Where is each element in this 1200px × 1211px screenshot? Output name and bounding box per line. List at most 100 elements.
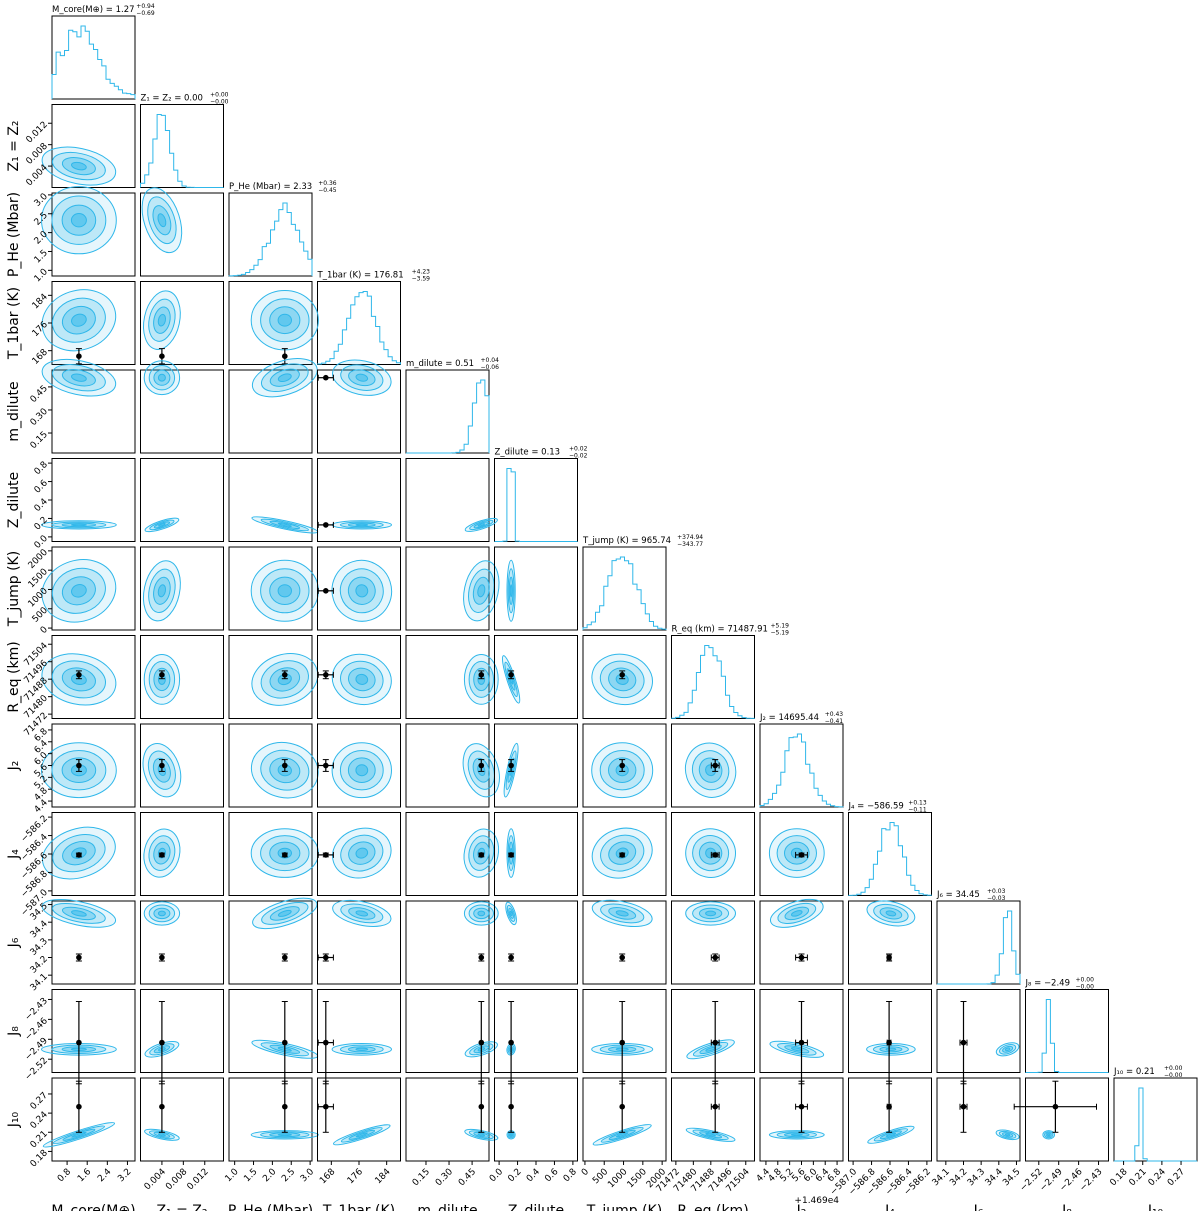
- panel-frame: [317, 989, 401, 1073]
- panel-frame: [494, 546, 578, 631]
- panel-frame: [140, 989, 224, 1073]
- panel-frame: [228, 900, 313, 985]
- contour-level: [790, 1047, 803, 1052]
- panel-frame: [317, 546, 401, 631]
- panel-J2-J8: [759, 989, 844, 1085]
- contour-level: [251, 358, 318, 398]
- contour-level: [269, 520, 301, 529]
- x-axis-label-Zdilute: Z_dilute: [508, 1203, 564, 1211]
- contour-level: [784, 1045, 810, 1054]
- title-err-plus-J4: +0.13: [908, 800, 927, 807]
- observation-point: [712, 762, 718, 769]
- panel-frame: [405, 900, 490, 985]
- title-err-plus-J10: +0.00: [1164, 1065, 1183, 1072]
- contour-level: [269, 576, 301, 605]
- contour-level: [505, 901, 517, 926]
- panel-frame: [405, 369, 490, 454]
- observation-point: [712, 852, 718, 858]
- panel-frame: [140, 369, 224, 454]
- contour-level: [885, 910, 897, 917]
- histogram-Z12: Z₁ = Z₂ = 0.00 +0.00−0.00: [140, 92, 229, 188]
- title-err-plus-PHe: +0.36: [318, 180, 337, 187]
- panel-frame: [140, 192, 224, 277]
- title-err-plus-Z12: +0.00: [210, 92, 229, 99]
- x-tick-label-Mcore: 2.4: [96, 1167, 113, 1184]
- contour-level: [51, 297, 106, 343]
- y-axis-label-J10: J₁₀: [6, 1111, 22, 1128]
- panel-Zdilute-J4: [494, 812, 578, 896]
- panel-frame: [405, 723, 490, 808]
- x-tick-label-J6: 34.1: [931, 1167, 952, 1188]
- y-tick-label-mdilute: 0.45: [29, 384, 50, 405]
- x-axis-label-J2: J₂: [796, 1203, 807, 1211]
- panel-frame: [317, 723, 401, 808]
- contour-level: [153, 306, 171, 334]
- contour-level: [608, 1129, 636, 1140]
- contour-level: [252, 897, 318, 930]
- contour-level: [61, 157, 96, 176]
- panel-T1bar-J10: [317, 1077, 401, 1162]
- contour-level: [509, 584, 513, 598]
- title-J2: J₂ = 14695.44: [759, 713, 819, 723]
- contour-level: [592, 1124, 652, 1146]
- histogram-J2: J₂ = 14695.44 +0.43−0.41: [759, 711, 844, 808]
- contour-level: [1002, 1045, 1014, 1053]
- panel-T1bar-J2: [317, 723, 401, 808]
- observation-point: [619, 1103, 625, 1110]
- panel-T1bar-mdilute: [317, 359, 401, 454]
- x-tick-label-PHe: 2.5: [280, 1167, 297, 1184]
- contour-level: [508, 1132, 514, 1138]
- panel-Mcore-PHe: [41, 186, 136, 277]
- panel-frame: [140, 812, 224, 896]
- contour-level: [42, 1122, 115, 1148]
- histogram-steps: [494, 468, 578, 542]
- contour-level: [269, 368, 300, 387]
- observation-point: [478, 1039, 485, 1046]
- title-err-minus-J4: −0.11: [908, 807, 927, 814]
- title-mdilute: m_dilute = 0.51: [406, 359, 474, 369]
- title-err-minus-Req: −5.19: [771, 630, 790, 637]
- panel-frame: [317, 458, 401, 542]
- histogram-steps: [1025, 999, 1109, 1073]
- panel-frame: [317, 281, 401, 365]
- contour-level: [348, 841, 376, 865]
- y-tick-label-Zdilute: 0.6: [33, 478, 50, 495]
- observation-point: [478, 672, 485, 678]
- panel-Mcore-J4: [42, 812, 136, 896]
- panel-frame: [759, 723, 844, 808]
- x-tick-label-Tjump: 0: [580, 1167, 591, 1178]
- contour-level: [269, 306, 301, 335]
- contour-level: [699, 1044, 722, 1055]
- x-tick-label-J10: 0.24: [1147, 1167, 1168, 1188]
- histogram-T1bar: T_1bar (K) = 176.81 +4.23−3.59: [317, 269, 430, 365]
- panel-Mcore-Req: [41, 635, 136, 719]
- panel-PHe-J2: [228, 723, 319, 808]
- contour-level: [347, 576, 376, 605]
- contour-level: [71, 910, 87, 917]
- contour-level: [473, 1131, 490, 1138]
- contour-level: [61, 204, 97, 236]
- x-axis-label-Tjump: T_jump (K): [586, 1203, 662, 1211]
- x-tick-label-Z12: 0.012: [186, 1167, 211, 1192]
- panel-mdilute-Tjump: [405, 546, 500, 631]
- title-err-minus-Z12: −0.00: [210, 99, 229, 106]
- contour-level: [251, 653, 319, 706]
- title-err-plus-Req: +5.19: [771, 623, 790, 630]
- contour-level: [277, 522, 292, 527]
- y-axis-label-Req: R_eq (km): [6, 641, 22, 712]
- histogram-mdilute: m_dilute = 0.51 +0.04−0.06: [405, 357, 499, 454]
- contour-level: [615, 910, 629, 917]
- panel-Tjump-J2: [582, 723, 667, 808]
- panel-Mcore-J6: [41, 899, 136, 985]
- x-tick-label-Zdilute: 0.4: [525, 1167, 542, 1184]
- panel-Zdilute-J2: [494, 723, 578, 808]
- panel-frame: [228, 458, 313, 542]
- panel-frame: [848, 1077, 932, 1162]
- y-tick-label-PHe: 1.0: [33, 267, 50, 284]
- histogram-steps: [759, 733, 844, 808]
- x-tick-label-J10: 0.21: [1128, 1167, 1149, 1188]
- contour-level: [51, 567, 106, 614]
- contour-level: [473, 521, 490, 529]
- histogram-J8: J₈ = −2.49 +0.00−0.00: [1025, 977, 1109, 1073]
- y-tick-label-Z12: 0.004: [25, 163, 50, 188]
